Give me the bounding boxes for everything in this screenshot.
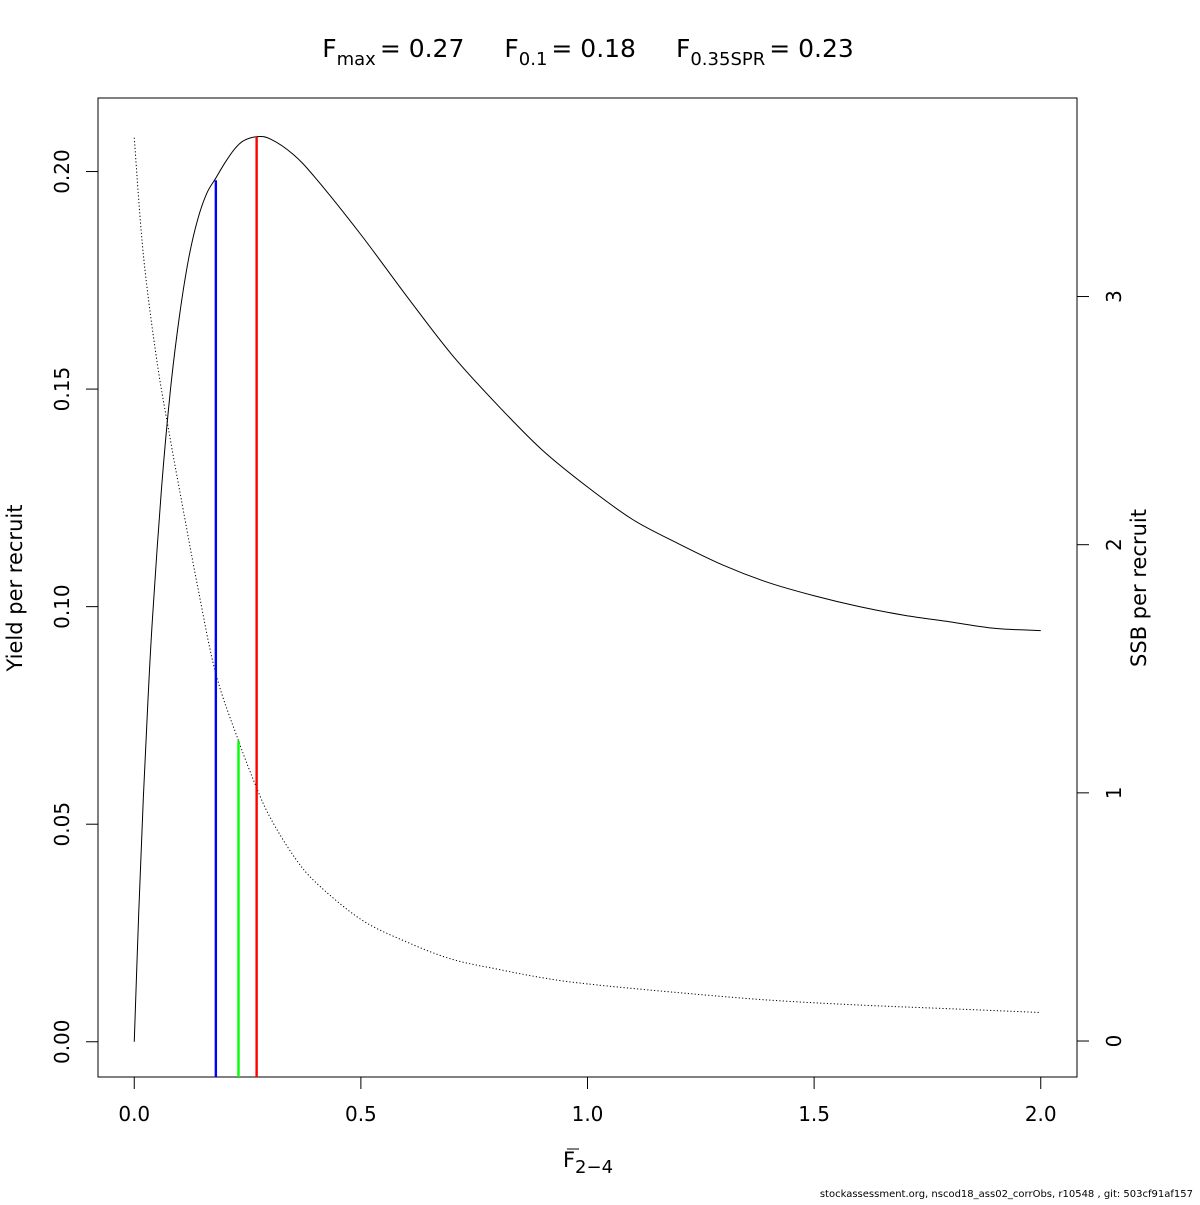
x-tick-label: 0.0 [118, 1102, 150, 1126]
x-tick-label: 2.0 [1025, 1102, 1057, 1126]
title-f01-sub: 0.1 [519, 49, 548, 70]
title-fmax-sub: max [337, 49, 377, 70]
ssb-per-recruit-line [133, 137, 1041, 1013]
plot-frame [97, 97, 1078, 1078]
x-tick-label: 1.0 [572, 1102, 604, 1126]
y-tick-label: 0.15 [50, 367, 74, 412]
title-fspr-value: = 0.23 [769, 34, 854, 63]
title-fspr-sub: 0.35SPR [690, 49, 765, 70]
y-tick-label: 0.05 [50, 802, 74, 847]
reference-lines [214, 136, 258, 1077]
y-tick-label: 0.10 [50, 584, 74, 629]
y2-tick-label: 3 [1102, 290, 1126, 303]
y2-axis-title: SSB per recruit [1127, 509, 1151, 667]
x-tick-label: 0.5 [345, 1102, 377, 1126]
title-fmax-value: = 0.27 [380, 34, 465, 63]
x-axis-title-sub: 2−4 [575, 1157, 613, 1178]
x-axis: 0.0 0.5 1.0 1.5 2.0 [118, 1076, 1057, 1126]
y-axis-left: 0.00 0.05 0.10 0.15 0.20 [50, 149, 99, 1064]
y2-tick-label: 2 [1102, 538, 1126, 551]
y2-tick-label: 1 [1102, 786, 1126, 799]
x-tick-label: 1.5 [798, 1102, 830, 1126]
footer-note: stockassessment.org, nscod18_ass02_corrO… [820, 1189, 1193, 1200]
y-axis-right: 0 1 2 3 [1076, 290, 1126, 1048]
title-fmax-symbol: F [322, 34, 336, 63]
y2-tick-label: 0 [1102, 1035, 1126, 1048]
x-axis-title: F2−4 [563, 1148, 613, 1178]
series-layer [133, 135, 1041, 1042]
y-tick-label: 0.20 [50, 149, 74, 194]
title-f01-symbol: F [504, 34, 518, 63]
x-axis-title-symbol: F [563, 1148, 575, 1172]
title-fspr-symbol: F [676, 34, 690, 63]
y-axis-title: Yield per recruit [3, 505, 27, 673]
title-f01-value: = 0.18 [551, 34, 636, 63]
y-tick-label: 0.00 [50, 1019, 74, 1064]
yield-per-recruit-line [133, 135, 1041, 1042]
chart-title: Fmax = 0.27 F0.1 = 0.18 F0.35SPR = 0.23 [322, 34, 854, 70]
